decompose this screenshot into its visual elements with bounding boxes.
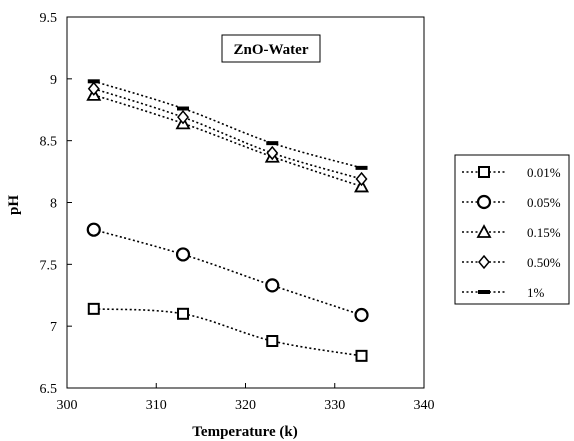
- dash-marker-shape: [478, 290, 490, 294]
- data-point-0.01%-303: [87, 302, 100, 315]
- y-tick-label: 8: [50, 197, 57, 212]
- legend-marker-0.15%: [476, 224, 492, 238]
- x-tick-label: 320: [235, 398, 256, 413]
- data-point-0.50%-333: [355, 171, 368, 187]
- square-marker-shape: [177, 307, 190, 320]
- circle-marker-shape: [86, 222, 101, 237]
- y-tick-label: 8.5: [40, 135, 58, 150]
- legend-marker-0.50%: [478, 254, 490, 270]
- chart-title-box: [221, 34, 321, 63]
- data-point-0.50%-313: [177, 109, 190, 125]
- axis-ticks: 300 310 320 330 340 6.5 7 7.5 8 8.5 9 9.5: [40, 11, 435, 413]
- y-tick-label: 9: [50, 73, 57, 88]
- circle-marker-shape: [354, 307, 369, 323]
- data-point-0.05%-333: [354, 307, 369, 323]
- legend-label: 0.15%: [527, 225, 561, 240]
- square-marker-shape: [87, 302, 100, 315]
- diamond-marker-shape: [355, 171, 368, 187]
- series-layer: [86, 79, 370, 362]
- x-axis-title: Temperature (k): [192, 424, 297, 440]
- square-marker-shape: [266, 335, 279, 348]
- diamond-marker-shape: [478, 254, 490, 270]
- data-point-0.05%-313: [175, 247, 191, 262]
- data-point-0.05%-303: [86, 222, 101, 237]
- circle-marker-shape: [265, 278, 280, 293]
- data-point-0.05%-323: [265, 278, 280, 293]
- data-point-1%-313: [177, 106, 190, 111]
- dash-marker-shape: [177, 106, 190, 111]
- data-point-0.50%-303: [87, 81, 100, 96]
- dash-marker-shape: [266, 141, 279, 146]
- y-tick-label: 9.5: [40, 11, 58, 26]
- circle-marker-shape: [476, 194, 492, 210]
- data-point-1%-303: [87, 79, 100, 84]
- y-tick-label: 7: [50, 320, 57, 335]
- series-line-0.15%: [93, 94, 362, 188]
- square-marker-shape: [355, 349, 368, 362]
- circle-marker-shape: [175, 247, 191, 262]
- legend-label: 0.50%: [527, 255, 561, 270]
- x-tick-label: 330: [324, 398, 345, 413]
- diamond-marker-shape: [266, 145, 279, 161]
- y-axis-title: pH: [6, 195, 22, 215]
- legend-marker-0.01%: [478, 166, 490, 178]
- y-tick-label: 6.5: [40, 382, 58, 397]
- y-tick-label: 7.5: [40, 258, 58, 273]
- dash-marker-shape: [355, 165, 368, 170]
- legend-marker-1%: [478, 290, 490, 294]
- x-tick-label: 300: [57, 398, 78, 413]
- triangle-marker-shape: [476, 224, 492, 238]
- series-line-0.05%: [93, 228, 362, 316]
- legend-marker-0.05%: [476, 194, 492, 210]
- series-line-1%: [93, 80, 362, 169]
- x-tick-label: 310: [146, 398, 167, 413]
- legend-label: 0.01%: [527, 165, 561, 180]
- data-point-0.01%-333: [355, 349, 368, 362]
- chart-title: ZnO-Water: [234, 42, 309, 58]
- x-tick-label: 340: [414, 398, 435, 413]
- legend-label: 0.05%: [527, 195, 561, 210]
- data-point-0.01%-313: [177, 307, 190, 320]
- series-line-0.01%: [93, 308, 362, 357]
- dash-marker-shape: [87, 79, 100, 84]
- square-marker-shape: [478, 166, 490, 178]
- legend-label: 1%: [527, 285, 545, 300]
- data-point-0.01%-323: [266, 335, 279, 348]
- diamond-marker-shape: [87, 81, 100, 96]
- series-line-0.50%: [93, 87, 362, 180]
- legend: 0.01% 0.05% 0.15% 0.50% 1%: [462, 165, 561, 300]
- data-point-0.50%-323: [266, 145, 279, 161]
- legend-box: [454, 154, 570, 305]
- data-point-1%-323: [266, 141, 279, 146]
- diamond-marker-shape: [177, 109, 190, 125]
- data-point-1%-333: [355, 165, 368, 170]
